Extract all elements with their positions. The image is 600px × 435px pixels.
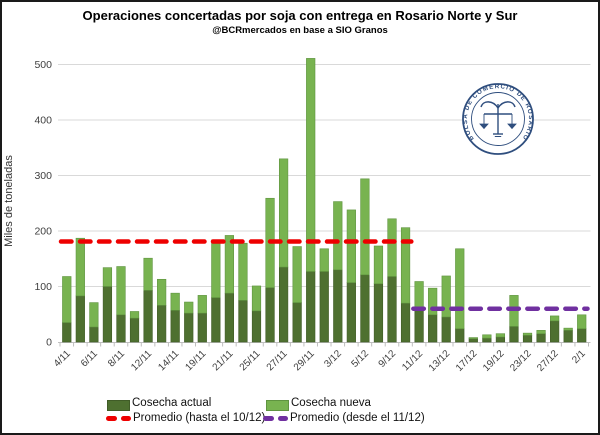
svg-text:0: 0 bbox=[46, 337, 52, 349]
svg-text:12/11: 12/11 bbox=[129, 348, 154, 373]
svg-text:19/12: 19/12 bbox=[481, 348, 507, 374]
svg-text:9/12: 9/12 bbox=[377, 348, 399, 370]
svg-text:2/1: 2/1 bbox=[570, 348, 588, 366]
legend-cosecha-nueva: Cosecha nueva bbox=[291, 397, 371, 409]
svg-text:29/11: 29/11 bbox=[292, 348, 317, 373]
svg-text:27/11: 27/11 bbox=[265, 348, 290, 373]
svg-text:11/12: 11/12 bbox=[400, 348, 425, 373]
svg-text:5/12: 5/12 bbox=[349, 348, 371, 370]
svg-text:17/12: 17/12 bbox=[454, 348, 480, 374]
svg-text:3/12: 3/12 bbox=[322, 348, 344, 370]
svg-text:25/11: 25/11 bbox=[238, 348, 263, 373]
svg-text:500: 500 bbox=[34, 59, 52, 71]
svg-text:6/11: 6/11 bbox=[79, 348, 100, 369]
legend-promedio-desde: Promedio (desde el 11/12) bbox=[290, 412, 425, 424]
bcr-logo-icon: BOLSA DE COMERCIO DE ROSARIO bbox=[462, 83, 534, 155]
svg-text:100: 100 bbox=[34, 281, 52, 293]
svg-text:14/11: 14/11 bbox=[156, 348, 181, 373]
cosecha-nueva-swatch-icon bbox=[266, 400, 289, 411]
svg-text:400: 400 bbox=[34, 115, 52, 127]
svg-text:13/12: 13/12 bbox=[427, 348, 453, 374]
svg-text:27/12: 27/12 bbox=[535, 348, 561, 374]
svg-text:200: 200 bbox=[34, 226, 52, 238]
svg-text:300: 300 bbox=[34, 170, 52, 182]
svg-text:23/12: 23/12 bbox=[508, 348, 534, 374]
cosecha-actual-swatch-icon bbox=[107, 400, 130, 411]
page-subtitle: @BCRmercados en base a SIO Granos bbox=[212, 25, 388, 36]
page-title: Operaciones concertadas por soja con ent… bbox=[82, 8, 518, 23]
svg-text:8/11: 8/11 bbox=[106, 348, 127, 369]
svg-text:19/11: 19/11 bbox=[183, 348, 208, 373]
svg-text:4/11: 4/11 bbox=[52, 348, 73, 369]
svg-text:21/11: 21/11 bbox=[211, 348, 236, 373]
legend-cosecha-actual: Cosecha actual bbox=[132, 397, 212, 409]
promedio-hasta-dash-icon bbox=[106, 416, 131, 421]
legend-promedio-hasta: Promedio (hasta el 10/12) bbox=[133, 412, 266, 424]
promedio-desde-dash-icon bbox=[263, 416, 288, 421]
